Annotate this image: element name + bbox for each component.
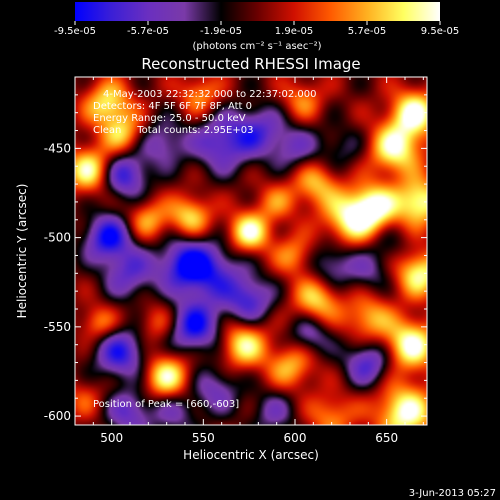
x-axis: 500 550 600 650 bbox=[74, 77, 424, 445]
x-tick-label: 650 bbox=[375, 431, 398, 445]
colorbar-tick-label: 1.9e-05 bbox=[275, 26, 313, 37]
annotation-peak-position: Position of Peak = [660,-603] bbox=[93, 399, 239, 410]
y-tick-label: -600 bbox=[44, 409, 71, 423]
y-tick-label: -550 bbox=[44, 320, 71, 334]
colorbar-ticks: -9.5e-05 -5.7e-05 -1.9e-05 1.9e-05 5.7e-05 9.… bbox=[54, 21, 459, 37]
colorbar-tick-label: -1.9e-05 bbox=[200, 26, 242, 37]
colorbar-tick-label: 9.5e-05 bbox=[421, 26, 459, 37]
y-axis-title: Heliocentric Y (arcsec) bbox=[15, 184, 29, 319]
colorbar-tick-label: 5.7e-05 bbox=[348, 26, 386, 37]
annotations: 4-May-2003 22:32:32.000 to 22:37:02.000 … bbox=[93, 89, 316, 410]
x-tick-label: 600 bbox=[284, 431, 307, 445]
colorbar-tick-label: -9.5e-05 bbox=[54, 26, 96, 37]
colorbar-gradient bbox=[75, 2, 440, 21]
x-axis-title: Heliocentric X (arcsec) bbox=[183, 448, 319, 462]
annotation-detectors: Detectors: 4F 5F 6F 7F 8F, Att 0 bbox=[93, 101, 252, 112]
annotation-energy-range: Energy Range: 25.0 - 50.0 keV bbox=[93, 113, 246, 124]
heatmap-image bbox=[75, 77, 427, 425]
plot-frame bbox=[74, 76, 428, 426]
plot-area bbox=[74, 76, 428, 426]
y-tick-label: -500 bbox=[44, 231, 71, 245]
x-tick-label: 500 bbox=[100, 431, 123, 445]
colorbar: -9.5e-05 -5.7e-05 -1.9e-05 1.9e-05 5.7e-05 9.… bbox=[54, 2, 459, 52]
y-tick-label: -450 bbox=[44, 141, 71, 155]
colorbar-unit-label: (photons cm⁻² s⁻¹ asec⁻²) bbox=[192, 41, 321, 52]
colorbar-tick-label: -5.7e-05 bbox=[127, 26, 169, 37]
x-tick-label: 550 bbox=[192, 431, 215, 445]
annotation-clean-counts: Clean Total counts: 2.95E+03 bbox=[93, 125, 253, 136]
chart-title: Reconstructed RHESSI Image bbox=[141, 55, 360, 73]
annotation-time-range: 4-May-2003 22:32:32.000 to 22:37:02.000 bbox=[103, 89, 316, 100]
y-axis: -450 -500 -550 -600 bbox=[44, 76, 427, 423]
timestamp: 3-Jun-2013 05:27 bbox=[409, 488, 496, 499]
